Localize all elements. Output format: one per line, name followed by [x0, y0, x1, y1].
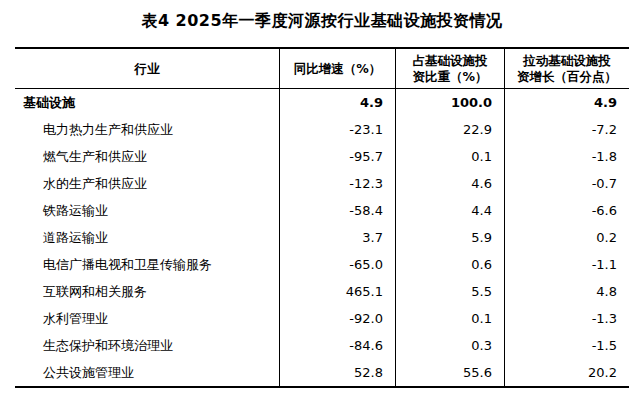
- pull-cell: -1.5: [505, 332, 629, 359]
- table-body: 基础设施 4.9 100.0 4.9 电力热力生产和供应业 -23.1 22.9…: [15, 89, 629, 386]
- yoy-growth-cell: -84.6: [280, 332, 396, 359]
- industry-cell: 铁路运输业: [15, 197, 280, 224]
- share-cell: 0.3: [396, 332, 505, 359]
- yoy-growth-cell: -12.3: [280, 170, 396, 197]
- pull-cell: -6.6: [505, 197, 629, 224]
- pull-cell: -1.8: [505, 143, 629, 170]
- share-cell: 5.9: [396, 224, 505, 251]
- industry-cell: 电力热力生产和供应业: [15, 116, 280, 143]
- pull-cell: -1.1: [505, 251, 629, 278]
- yoy-growth-cell: -95.7: [280, 143, 396, 170]
- yoy-growth-cell: -92.0: [280, 305, 396, 332]
- pull-cell: -1.3: [505, 305, 629, 332]
- industry-cell: 生态保护和环境治理业: [15, 332, 280, 359]
- table-row: 水的生产和供应业 -12.3 4.6 -0.7: [15, 170, 629, 197]
- industry-cell: 基础设施: [15, 89, 280, 116]
- header-pull: 拉动基础设施投 资增长（百分点）: [505, 49, 629, 88]
- table-row: 电力热力生产和供应业 -23.1 22.9 -7.2: [15, 116, 629, 143]
- table-title: 表4 2025年一季度河源按行业基础设施投资情况: [0, 11, 644, 32]
- share-cell: 4.6: [396, 170, 505, 197]
- header-pull-line1: 拉动基础设施投: [523, 53, 611, 69]
- yoy-growth-cell: -65.0: [280, 251, 396, 278]
- pull-cell: 4.8: [505, 278, 629, 305]
- industry-cell: 燃气生产和供应业: [15, 143, 280, 170]
- pull-cell: 0.2: [505, 224, 629, 251]
- infrastructure-investment-table: 行业 同比增速（%） 占基础设施投 资比重（%） 拉动基础设施投 资增长（百分点…: [15, 47, 629, 388]
- industry-cell: 电信广播电视和卫星传输服务: [15, 251, 280, 278]
- table-row: 互联网和相关服务 465.1 5.5 4.8: [15, 278, 629, 305]
- pull-cell: -7.2: [505, 116, 629, 143]
- share-cell: 55.6: [396, 359, 505, 386]
- share-cell: 4.4: [396, 197, 505, 224]
- header-share-line2: 资比重（%）: [412, 69, 487, 85]
- share-cell: 22.9: [396, 116, 505, 143]
- header-yoy-growth: 同比增速（%）: [280, 49, 396, 88]
- share-cell: 0.1: [396, 305, 505, 332]
- pull-cell: 4.9: [505, 89, 629, 116]
- table-row: 公共设施管理业 52.8 55.6 20.2: [15, 359, 629, 386]
- pull-cell: 20.2: [505, 359, 629, 386]
- header-pull-line2: 资增长（百分点）: [517, 69, 617, 85]
- header-industry: 行业: [15, 49, 280, 88]
- pull-cell: -0.7: [505, 170, 629, 197]
- yoy-growth-cell: 3.7: [280, 224, 396, 251]
- yoy-growth-cell: 465.1: [280, 278, 396, 305]
- table-row: 道路运输业 3.7 5.9 0.2: [15, 224, 629, 251]
- industry-cell: 水利管理业: [15, 305, 280, 332]
- table-row: 基础设施 4.9 100.0 4.9: [15, 89, 629, 116]
- document-page: 表4 2025年一季度河源按行业基础设施投资情况 行业 同比增速（%） 占基础设…: [0, 0, 644, 408]
- table-row: 铁路运输业 -58.4 4.4 -6.6: [15, 197, 629, 224]
- share-cell: 0.1: [396, 143, 505, 170]
- yoy-growth-cell: 52.8: [280, 359, 396, 386]
- share-cell: 100.0: [396, 89, 505, 116]
- yoy-growth-cell: -23.1: [280, 116, 396, 143]
- header-share-line1: 占基础设施投: [413, 53, 488, 69]
- header-industry-label: 行业: [135, 61, 160, 77]
- yoy-growth-cell: 4.9: [280, 89, 396, 116]
- table-row: 燃气生产和供应业 -95.7 0.1 -1.8: [15, 143, 629, 170]
- table-row: 生态保护和环境治理业 -84.6 0.3 -1.5: [15, 332, 629, 359]
- share-cell: 0.6: [396, 251, 505, 278]
- industry-cell: 水的生产和供应业: [15, 170, 280, 197]
- yoy-growth-cell: -58.4: [280, 197, 396, 224]
- header-share: 占基础设施投 资比重（%）: [396, 49, 505, 88]
- industry-cell: 道路运输业: [15, 224, 280, 251]
- header-yoy-label: 同比增速（%）: [294, 61, 382, 77]
- table-row: 水利管理业 -92.0 0.1 -1.3: [15, 305, 629, 332]
- table-header-row: 行业 同比增速（%） 占基础设施投 资比重（%） 拉动基础设施投 资增长（百分点…: [15, 49, 629, 89]
- industry-cell: 公共设施管理业: [15, 359, 280, 386]
- share-cell: 5.5: [396, 278, 505, 305]
- industry-cell: 互联网和相关服务: [15, 278, 280, 305]
- table-row: 电信广播电视和卫星传输服务 -65.0 0.6 -1.1: [15, 251, 629, 278]
